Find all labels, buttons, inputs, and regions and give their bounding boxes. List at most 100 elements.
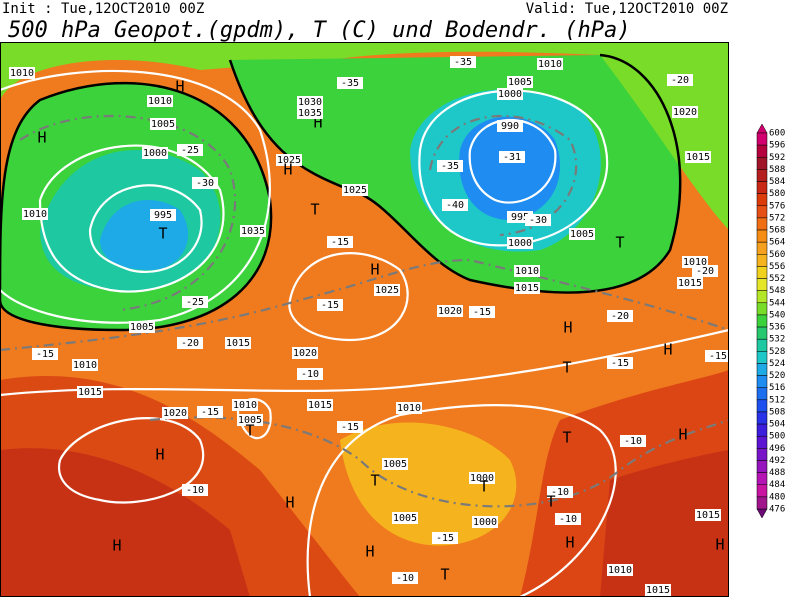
- colorbar-label: 508: [769, 407, 785, 417]
- contour-label: -30: [196, 178, 214, 189]
- colorbar-cell: [756, 290, 768, 304]
- field-yellow: [340, 422, 517, 546]
- contour-label: -35: [454, 57, 472, 68]
- colorbar-cell: [756, 254, 768, 267]
- colorbar-label: 520: [769, 371, 785, 381]
- contour-label: -20: [611, 311, 629, 322]
- colorbar-label: 544: [769, 298, 785, 308]
- pressure-center: H: [313, 114, 322, 132]
- label-box: [182, 484, 208, 496]
- colorbar-label: 512: [769, 395, 785, 405]
- pressure-center: H: [678, 426, 687, 444]
- pressure-center: H: [112, 537, 121, 555]
- label-box: [374, 284, 400, 296]
- label-box: [147, 95, 173, 107]
- label-box: [672, 106, 698, 118]
- contour-label: 1015: [696, 510, 720, 521]
- contour-label: 1010: [233, 400, 257, 411]
- contour-label: 1015: [678, 278, 702, 289]
- pressure-center: H: [563, 319, 572, 337]
- contour-label: 1000: [473, 517, 497, 528]
- contour-label: 1005: [570, 229, 594, 240]
- contour-label: 1005: [393, 513, 417, 524]
- colorbar-label: 588: [769, 165, 785, 175]
- contour-label: -30: [529, 215, 547, 226]
- colorbar-label: 572: [769, 213, 785, 223]
- contour-label: -35: [341, 78, 359, 89]
- contour-label: 1000: [470, 473, 494, 484]
- label-box: [685, 151, 711, 163]
- label-box: [442, 199, 468, 211]
- colorbar-label: 596: [769, 141, 785, 151]
- pressure-center: T: [245, 422, 254, 440]
- colorbar-label: 480: [769, 492, 785, 502]
- label-box: [472, 516, 498, 528]
- label-box: [276, 154, 302, 166]
- contour-label: 1015: [308, 400, 332, 411]
- colorbar-label: 564: [769, 238, 785, 248]
- colorbar-cell: [756, 496, 768, 510]
- colorbar-cell: [756, 229, 768, 243]
- pressure-center: T: [158, 225, 167, 243]
- pressure-center: H: [285, 494, 294, 512]
- contour-label: 1035: [241, 226, 265, 237]
- contour-label: -25: [181, 145, 199, 156]
- contour-label: 1000: [498, 89, 522, 100]
- label-box: [607, 357, 633, 369]
- colorbar-label: 584: [769, 177, 785, 187]
- contour-label: 1010: [397, 403, 421, 414]
- contour-label: -25: [186, 297, 204, 308]
- label-box: [514, 282, 540, 294]
- contour-label: -10: [396, 573, 414, 584]
- contour-label: 1030: [298, 97, 322, 108]
- isobar: [38, 144, 225, 293]
- label-box: [569, 228, 595, 240]
- label-box: [437, 305, 463, 317]
- colorbar-label: 484: [769, 480, 785, 490]
- colorbar-cell: [756, 193, 768, 207]
- label-box: [72, 359, 98, 371]
- colorbar-label: 488: [769, 468, 785, 478]
- colorbar-cell: [756, 484, 768, 498]
- contour-label: 1025: [277, 155, 301, 166]
- label-box: [77, 386, 103, 398]
- pressure-center: H: [370, 261, 379, 279]
- contour-label: 1010: [515, 266, 539, 277]
- label-box: [507, 76, 533, 88]
- colorbar: 600 596 592 588 584 580 576 572 568 564 560 556 552 5…: [756, 123, 785, 519]
- label-box: [705, 350, 729, 362]
- colorbar-label: 524: [769, 359, 785, 369]
- label-box: [232, 399, 258, 411]
- contour-label: 1015: [686, 152, 710, 163]
- isobar: [418, 89, 609, 247]
- isobar: [88, 184, 203, 273]
- colorbar-label: 492: [769, 456, 785, 466]
- contour-label: 1015: [78, 387, 102, 398]
- colorbar-cell: [756, 278, 768, 291]
- colorbar-label: 540: [769, 310, 785, 320]
- contour-label: -10: [301, 369, 319, 380]
- contour-label: -20: [181, 338, 199, 349]
- contour-label: 990: [501, 121, 519, 132]
- pressure-center: H: [283, 161, 292, 179]
- contour-label: -10: [559, 514, 577, 525]
- label-box: [555, 513, 581, 525]
- pressure-center: H: [365, 543, 374, 561]
- contour-label: 1025: [375, 285, 399, 296]
- isobar: [306, 404, 617, 597]
- colorbar-cell: [756, 338, 768, 352]
- pressure-center: T: [310, 201, 319, 219]
- colorbar-label: 560: [769, 250, 785, 260]
- label-box: [507, 237, 533, 249]
- label-box: [392, 512, 418, 524]
- label-box: [327, 236, 353, 248]
- map-title: 500 hPa Geopot.(gpdm), T (C) und Bodendr…: [8, 18, 631, 43]
- label-box: [437, 160, 463, 172]
- pressure-center: H: [715, 536, 724, 554]
- colorbar-cell: [756, 399, 768, 413]
- label-box: [337, 77, 363, 89]
- contour-label: 1015: [515, 283, 539, 294]
- isotherm: [0, 258, 729, 352]
